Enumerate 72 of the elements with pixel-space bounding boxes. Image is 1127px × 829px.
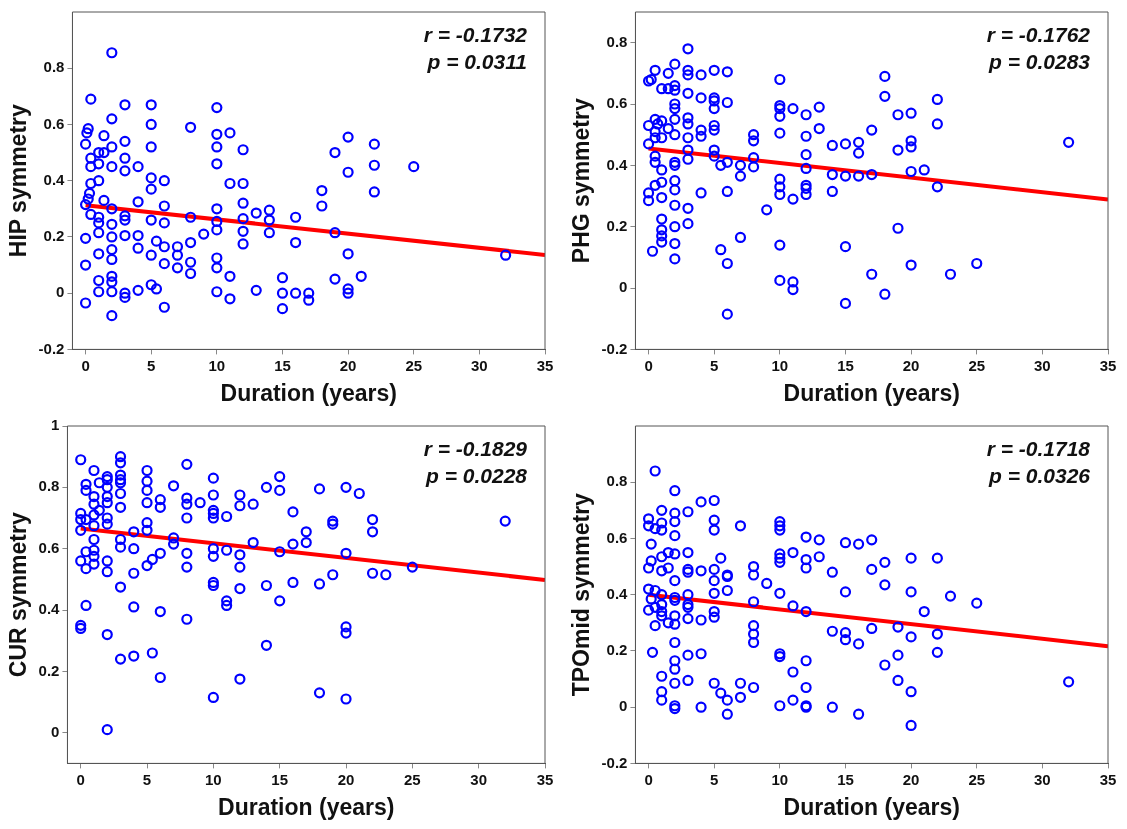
x-tick-label: 30 (1034, 770, 1051, 788)
y-tick-label: 0.4 (606, 584, 629, 602)
x-tick-label: 30 (470, 770, 488, 788)
annotation: p = 0.0311 (426, 50, 527, 74)
y-tick-label: -0.2 (601, 339, 628, 357)
x-tick-label: 5 (710, 770, 719, 788)
x-tick-label: 25 (405, 356, 423, 374)
x-axis-title: Duration (years) (783, 379, 960, 406)
y-tick-label: 0 (56, 283, 65, 301)
y-axis-title: TPOmid symmetry (568, 492, 595, 697)
x-tick-label: 20 (339, 356, 357, 374)
x-tick-label: 20 (337, 770, 355, 788)
x-tick-label: 30 (471, 356, 488, 374)
x-tick-label: 5 (710, 356, 719, 374)
x-axis-title: Duration (years) (218, 793, 395, 820)
y-tick-label: 0.8 (43, 58, 65, 76)
x-tick-label: 10 (205, 770, 222, 788)
x-tick-label: 35 (536, 770, 554, 788)
annotation: r = -0.1829 (423, 437, 528, 461)
x-tick-label: 15 (837, 356, 854, 374)
x-tick-label: 15 (837, 770, 854, 788)
annotation: p = 0.0326 (988, 464, 1091, 488)
x-tick-label: 35 (536, 356, 554, 374)
x-tick-label: 15 (274, 356, 291, 374)
y-tick-label: 0.8 (606, 32, 628, 50)
x-tick-label: 35 (1099, 770, 1117, 788)
y-axis-title: CUR symmetry (5, 512, 32, 678)
y-tick-label: 0.2 (606, 216, 628, 234)
x-tick-label: 30 (1034, 356, 1051, 374)
x-axis-title: Duration (years) (220, 379, 397, 406)
y-tick-label: 0 (51, 722, 60, 740)
x-tick-label: 20 (902, 770, 920, 788)
y-tick-label: 0.2 (606, 641, 628, 659)
annotation: r = -0.1718 (986, 437, 1091, 461)
y-tick-label: 0.4 (606, 155, 629, 173)
x-tick-label: 20 (902, 356, 920, 374)
y-axis-title: PHG symmetry (568, 98, 595, 264)
y-tick-label: 0.6 (38, 538, 60, 556)
y-tick-label: 0.6 (606, 528, 628, 546)
y-tick-label: 0.2 (43, 227, 65, 245)
x-axis-title: Duration (years) (783, 793, 960, 820)
annotation: r = -0.1762 (986, 23, 1091, 47)
x-tick-label: 5 (147, 356, 156, 374)
y-tick-label: -0.2 (601, 753, 628, 771)
x-tick-label: 35 (1099, 356, 1117, 374)
x-tick-label: 0 (644, 356, 653, 374)
y-tick-label: 0.6 (606, 94, 628, 112)
x-tick-label: 15 (271, 770, 289, 788)
x-tick-label: 0 (644, 770, 653, 788)
y-tick-label: 0.2 (38, 661, 60, 679)
y-axis-title: HIP symmetry (5, 104, 32, 258)
y-tick-label: 1 (51, 416, 60, 434)
x-tick-label: 0 (81, 356, 90, 374)
y-tick-label: 0.8 (38, 477, 60, 495)
x-tick-label: 25 (968, 356, 986, 374)
annotation: p = 0.0283 (988, 50, 1091, 74)
annotation: p = 0.0228 (425, 464, 528, 488)
x-tick-label: 25 (404, 770, 421, 788)
y-tick-label: -0.2 (38, 339, 65, 357)
x-tick-label: 25 (968, 770, 986, 788)
x-tick-label: 10 (771, 770, 789, 788)
y-tick-label: 0 (619, 697, 628, 715)
x-tick-label: 10 (208, 356, 226, 374)
x-tick-label: 5 (142, 770, 152, 788)
y-tick-label: 0 (619, 278, 628, 296)
x-tick-label: 10 (771, 356, 789, 374)
y-tick-label: 0.6 (43, 114, 65, 132)
annotation: r = -0.1732 (423, 23, 528, 47)
y-tick-label: 0.8 (606, 472, 628, 490)
y-tick-label: 0.4 (43, 170, 66, 188)
x-tick-label: 0 (76, 770, 85, 788)
y-tick-label: 0.4 (38, 600, 61, 618)
